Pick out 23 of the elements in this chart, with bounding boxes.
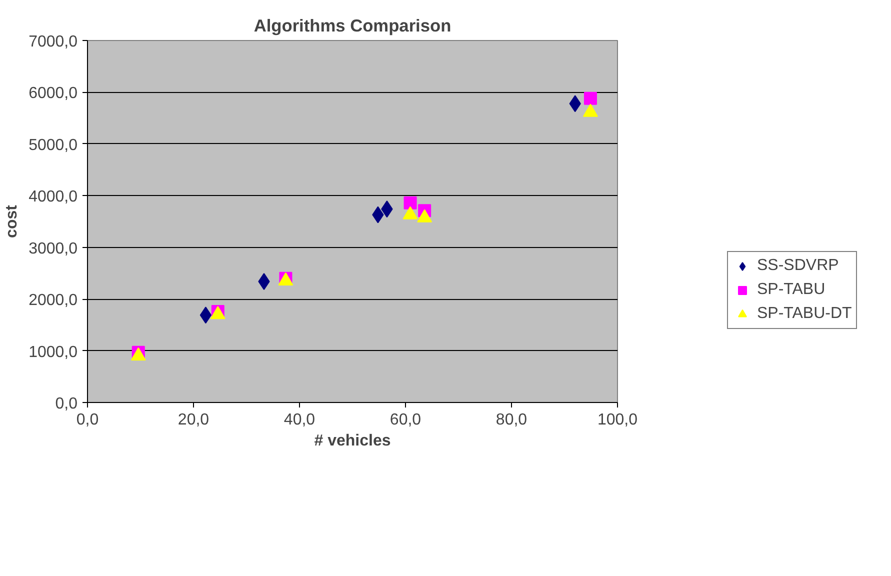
legend-label: SS-SDVRP <box>757 257 839 275</box>
x-tick-label: 100,0 <box>597 412 638 428</box>
point <box>200 306 212 324</box>
legend-label: SP-TABU <box>757 281 826 299</box>
y-tick-label: 6000,0 <box>28 85 78 102</box>
y-tick-label: 0,0 <box>55 396 78 412</box>
y-tick-label: 7000,0 <box>28 34 78 50</box>
chart-title: Algorithms Comparison <box>254 16 452 36</box>
x-axis-title: # vehicles <box>314 432 391 450</box>
y-tick-label: 5000,0 <box>28 136 78 154</box>
x-tick-label: 0,0 <box>76 412 99 428</box>
x-tick-label: 20,0 <box>178 412 210 428</box>
y-tick-label: 3000,0 <box>28 240 78 258</box>
y-tick-label: 4000,0 <box>28 188 78 206</box>
point <box>404 196 417 210</box>
y-tick-label: 2000,0 <box>28 292 78 310</box>
legend-label: SP-TABU-DT <box>757 305 852 323</box>
y-axis-title: cost <box>4 204 21 238</box>
x-tick-label: 40,0 <box>284 412 316 428</box>
x-tick-label: 60,0 <box>390 412 422 428</box>
point <box>584 92 597 105</box>
y-tick-label: 1000,0 <box>28 344 78 361</box>
x-tick-label: 80,0 <box>496 412 528 428</box>
